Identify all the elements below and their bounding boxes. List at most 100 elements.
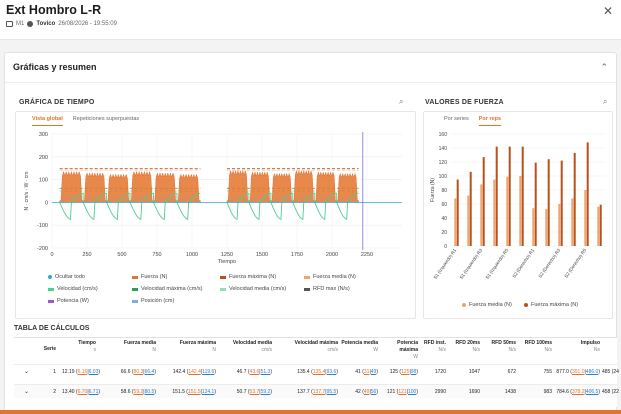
user-icon xyxy=(27,21,34,27)
bar-fuerza-media xyxy=(493,179,496,246)
cell-fuerza-media: 66.6 (80.3|66.4) xyxy=(120,369,156,375)
col-header-velocidad-media[interactable]: Velocidad media cm/s xyxy=(232,340,272,353)
bar-fuerza-maxima xyxy=(573,152,576,246)
y-axis-label: Fuerza (N) xyxy=(430,178,436,202)
calc-table: Serie Tiempo s Fuerza media N Fuerza máxim… xyxy=(14,337,619,407)
tab-repeticiones-superpuestas[interactable]: Repeticiones superpuestas xyxy=(72,116,140,122)
cell-rfd-20ms: 1690 xyxy=(468,389,480,395)
tab-por-series[interactable]: Por series xyxy=(444,116,469,122)
session-datetime: 26/08/2026 - 19:55:09 xyxy=(58,21,117,27)
col-header-impulso[interactable]: Impulso Ns xyxy=(580,340,600,353)
cell-velocidad-media: 46.7 (43.6|51.3) xyxy=(236,369,272,375)
main-content: Gráficas y resumen ⌃ GRÁFICA DE TIEMPO ⌕… xyxy=(0,40,621,414)
zoom-icon[interactable]: ⌕ xyxy=(603,97,608,106)
force-chart-card: Por series Por reps 0 20 40 60 80 100 120 140 16… xyxy=(423,111,613,319)
bar-fuerza-maxima xyxy=(547,159,550,246)
col-header-potencia-media[interactable]: Potencia media W xyxy=(341,340,378,353)
x-tick-label: 500 xyxy=(117,252,126,258)
y-tick-label: 140 xyxy=(439,146,448,152)
session-meta: M1 Tovico 26/08/2026 - 19:55:09 xyxy=(6,21,117,27)
x-tick-label: 2000 xyxy=(326,252,338,258)
zoom-icon[interactable]: ⌕ xyxy=(399,97,404,106)
x-tick-label: S1 (Izquierdo) R1 xyxy=(433,247,458,280)
col-header-rfd-20ms[interactable]: RFD 20ms N/s xyxy=(455,340,480,353)
series-velocidad xyxy=(59,192,201,221)
bar-fuerza-media xyxy=(506,176,509,246)
cell-velocidad-maxima: 135.4 (135.4|93.6) xyxy=(297,369,338,375)
tab-vista-global[interactable]: Vista global xyxy=(32,112,63,126)
legend-item-rfd-max[interactable]: RFD max (N/s) xyxy=(304,286,350,292)
legend-swatch xyxy=(220,287,226,291)
cell-impulso: 784.6 (378.2|406.5) xyxy=(556,389,600,395)
force-chart-title: VALORES DE FUERZA xyxy=(425,99,504,106)
y-tick-label: -100 xyxy=(37,223,48,229)
legend-item-potencia[interactable]: Potencia (W) xyxy=(48,298,89,304)
bar-fuerza-media xyxy=(467,195,470,246)
legend-item-ocultar-todo[interactable]: Ocultar todo xyxy=(48,274,85,280)
cell-tiempo: 12.19 (6.16|6.03) xyxy=(62,369,101,375)
col-header-rfd-100ms[interactable]: RFD 100ms N/s xyxy=(524,340,552,353)
legend-swatch xyxy=(462,303,466,307)
bar-fuerza-media xyxy=(571,198,574,246)
time-chart-tabs: Vista global Repeticiones superpuestas xyxy=(16,112,139,126)
col-header-serie[interactable]: Serie xyxy=(43,346,56,352)
panel-title: Gráficas y resumen xyxy=(13,62,97,72)
y-tick-label: 300 xyxy=(39,132,48,138)
panel-header[interactable]: Gráficas y resumen ⌃ xyxy=(5,53,616,83)
x-tick-label: 1250 xyxy=(221,252,233,258)
y-tick-label: 160 xyxy=(439,132,448,138)
cell-fuerza-maxima: 151.5 (151.5|124.1) xyxy=(172,389,216,395)
cell-extra: 458 (22 xyxy=(602,389,619,395)
chevron-down-icon[interactable]: ⌄ xyxy=(24,389,30,395)
bar-fuerza-maxima xyxy=(469,171,472,246)
cell-impulso: 877.0 (391.0|486.0) xyxy=(556,369,600,375)
col-header-rfd-50ms[interactable]: RFD 50ms N/s xyxy=(491,340,516,353)
legend-item-fuerza[interactable]: Fuerza (N) xyxy=(132,274,167,280)
y-tick-label: 120 xyxy=(439,160,448,166)
legend-item-fuerza-media[interactable]: Fuerza media (N) xyxy=(304,274,356,280)
cell-potencia-maxima: 125 (125|98) xyxy=(389,369,418,375)
col-header-velocidad-maxima[interactable]: Velocidad máxima cm/s xyxy=(294,340,338,353)
cell-fuerza-maxima: 142.4 (142.4|119.6) xyxy=(172,369,216,375)
col-header-fuerza-media[interactable]: Fuerza media N xyxy=(124,340,156,353)
x-tick-label: 250 xyxy=(82,252,91,258)
user-name: Tovico xyxy=(36,21,56,27)
y-tick-label: -200 xyxy=(37,246,48,252)
bar-fuerza-maxima xyxy=(599,204,602,246)
bar-fuerza-media xyxy=(480,184,483,246)
legend-item-fuerza-maxima[interactable]: Fuerza máxima (N) xyxy=(524,302,578,308)
y-tick-label: 20 xyxy=(441,230,447,236)
legend-swatch xyxy=(48,287,54,291)
legend-swatch xyxy=(220,275,226,279)
legend-item-fuerza-maxima[interactable]: Fuerza máxima (N) xyxy=(220,274,276,280)
x-axis-label: Tiempo xyxy=(218,259,236,265)
col-header-tiempo[interactable]: Tiempo s xyxy=(78,340,96,353)
bar-fuerza-media xyxy=(454,198,457,246)
legend-item-posicion[interactable]: Posición (cm) xyxy=(132,298,174,304)
close-icon[interactable]: ✕ xyxy=(602,4,613,18)
legend-swatch xyxy=(132,287,138,291)
col-header-potencia-maxima[interactable]: Potencia máxima W xyxy=(397,340,418,360)
col-header-rfd-inst[interactable]: RFD inst. N/s xyxy=(424,340,446,353)
y-tick-label: 200 xyxy=(39,155,48,161)
table-row[interactable]: ⌄ 1 12.19 (6.16|6.03) 66.6 (80.3|66.4) 1… xyxy=(14,364,619,378)
y-axis-label: N · cm/s · W · cm xyxy=(24,172,30,211)
time-chart-title: GRÁFICA DE TIEMPO xyxy=(19,99,95,106)
cell-rfd-50ms: 672 xyxy=(507,369,516,375)
cell-potencia-media: 41 (31|49) xyxy=(355,369,378,375)
table-row[interactable]: ⌄ 2 13.40 (6.70|6.71) 58.6 (59.2|80.5) 1… xyxy=(14,384,619,398)
top-bar: Ext Hombro L-R ✕ M1 Tovico 26/08/2026 - … xyxy=(0,0,621,40)
chevron-up-icon[interactable]: ⌃ xyxy=(600,62,608,72)
legend-item-velocidad-media[interactable]: Velocidad media (cm/s) xyxy=(220,286,286,292)
legend-swatch xyxy=(132,275,138,279)
force-chart: 0 20 40 60 80 100 120 140 160 Fuerza (N) S1 (Izqui… xyxy=(430,132,606,280)
legend-item-fuerza-media[interactable]: Fuerza media (N) xyxy=(462,302,512,308)
legend-swatch xyxy=(48,299,54,303)
legend-item-velocidad-maxima[interactable]: Velocidad máxima (cm/s) xyxy=(132,286,202,292)
legend-item-velocidad[interactable]: Velocidad (cm/s) xyxy=(48,286,98,292)
series-velocidad xyxy=(226,192,359,221)
col-header-fuerza-maxima[interactable]: Fuerza máxima N xyxy=(179,340,216,353)
bar-fuerza-media xyxy=(532,208,535,246)
chevron-down-icon[interactable]: ⌄ xyxy=(24,369,30,375)
tab-por-reps[interactable]: Por reps xyxy=(478,112,502,126)
